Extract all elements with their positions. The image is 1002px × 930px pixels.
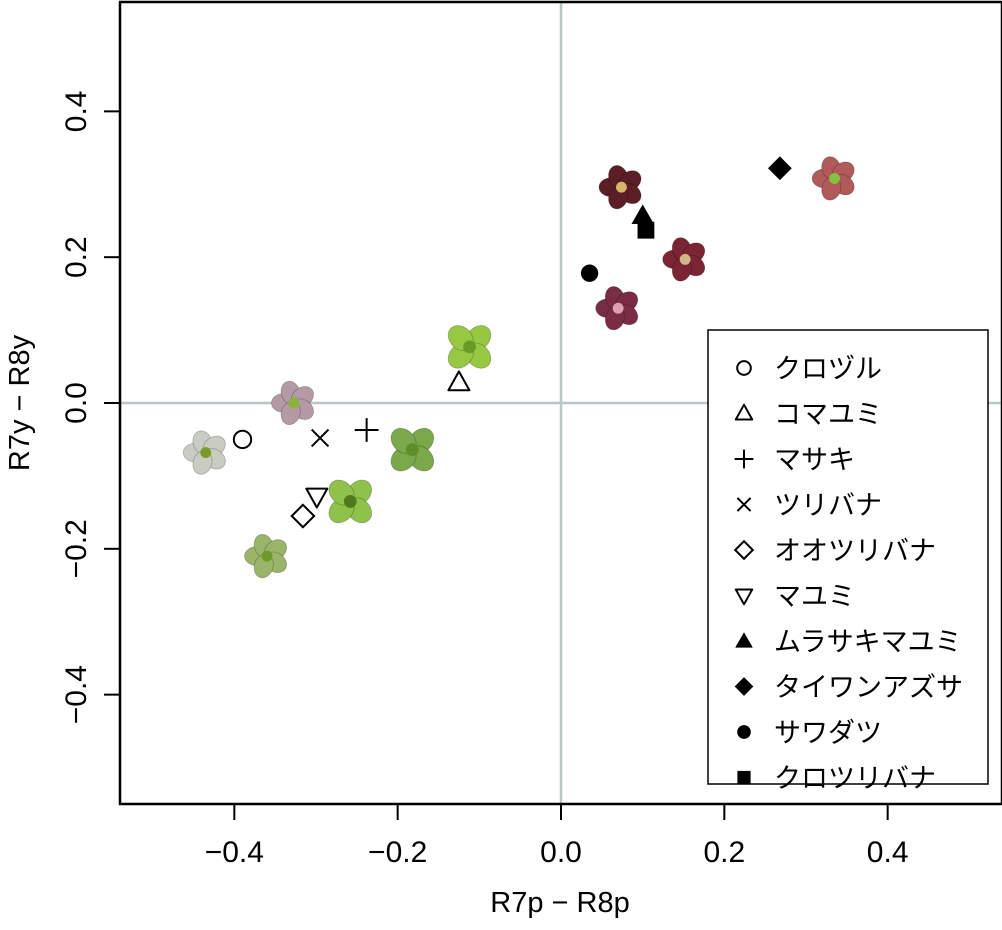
data-point-9 <box>580 264 599 282</box>
legend-marker <box>736 360 752 376</box>
flower-image <box>328 479 373 524</box>
legend-label: ムラサキマユミ <box>774 627 962 658</box>
legend-marker <box>735 632 753 648</box>
legend-label: クロヅル <box>774 354 882 385</box>
data-point-7 <box>631 204 654 225</box>
x-tick-label: 0.2 <box>703 836 745 869</box>
data-point-1 <box>232 429 253 450</box>
flower-image <box>390 427 435 472</box>
legend-label: クロツリバナ <box>774 764 936 795</box>
flower-center <box>612 302 624 314</box>
y-tick-label: −0.4 <box>60 665 93 724</box>
x-axis-label: R7p − R8p <box>490 887 629 919</box>
data-point-3 <box>354 418 379 442</box>
data-point-8 <box>767 156 792 181</box>
data-point-6 <box>305 487 329 509</box>
data-point-5 <box>290 503 316 529</box>
x-tick-label: −0.4 <box>205 836 264 869</box>
flower-image <box>598 165 642 210</box>
flower-center <box>343 495 357 508</box>
flower-center <box>829 173 841 184</box>
legend-label: オオツリバナ <box>774 536 936 567</box>
legend-label: タイワンアズサ <box>774 673 963 704</box>
flower-center <box>288 397 300 409</box>
data-point-2 <box>447 370 471 392</box>
flower-image <box>662 237 706 282</box>
y-axis: −0.4 −0.2 0.0 0.2 0.4 <box>60 91 120 724</box>
legend-label: コマユミ <box>774 400 882 431</box>
flower-image <box>182 430 226 475</box>
x-tick-label: 0.4 <box>867 836 909 869</box>
legend-box <box>707 329 989 785</box>
flower-center <box>463 340 476 354</box>
x-axis: −0.4 −0.2 0.0 0.2 0.4 <box>205 804 909 869</box>
y-tick-label: 0.0 <box>60 382 93 424</box>
flower-center <box>679 253 691 265</box>
data-point-10 <box>637 221 655 239</box>
data-point-4 <box>310 428 330 448</box>
legend-label: ツリバナ <box>774 491 882 522</box>
legend-marker <box>736 497 752 512</box>
y-axis-label: R7y − R8y <box>4 334 36 471</box>
legend-marker <box>737 725 751 739</box>
flower-center <box>615 181 627 193</box>
legend-label: マサキ <box>774 445 855 476</box>
legend-marker <box>734 403 754 421</box>
y-tick-label: −0.2 <box>60 519 93 578</box>
flower-center <box>405 443 419 457</box>
flower-image <box>595 286 639 331</box>
legend-marker <box>734 677 754 696</box>
legend-marker <box>734 588 754 606</box>
legend-label: マユミ <box>774 582 855 613</box>
flower-center <box>261 550 273 562</box>
y-tick-label: 0.2 <box>60 236 93 278</box>
flower-image <box>244 534 288 579</box>
flower-image <box>447 325 492 369</box>
data-points <box>232 156 792 529</box>
flower-image <box>271 380 314 426</box>
legend-marker <box>733 539 755 561</box>
x-tick-label: 0.0 <box>540 836 582 869</box>
x-tick-label: −0.2 <box>368 836 427 869</box>
flower-center <box>200 447 212 459</box>
legend-items: クロヅルコマユミマサキツリバナオオツリバナマユミムラサキマユミタイワンアズササワ… <box>733 354 963 795</box>
legend-marker <box>734 449 754 469</box>
legend-marker <box>737 770 751 785</box>
y-tick-label: 0.4 <box>60 91 93 133</box>
legend-label: サワダツ <box>774 718 882 749</box>
flower-image <box>811 156 855 201</box>
legend: クロヅルコマユミマサキツリバナオオツリバナマユミムラサキマユミタイワンアズササワ… <box>707 329 989 795</box>
flower-images <box>182 156 855 579</box>
